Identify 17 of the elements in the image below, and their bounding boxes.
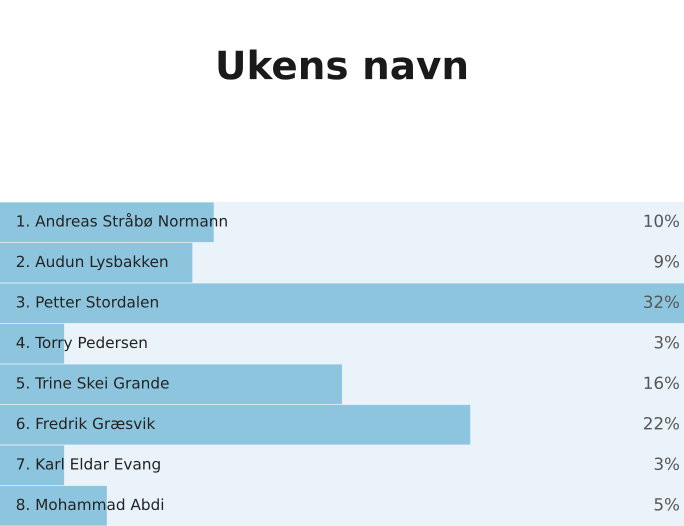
y-tick-label: 3. Petter Stordalen (16, 296, 158, 308)
data-label: 32% (644, 295, 679, 308)
y-tick-label: 1. Andreas Stråbø Normann (17, 213, 227, 228)
data-label: 5% (654, 498, 679, 511)
y-tick-label: 2. Audun Lysbakken (16, 255, 168, 270)
data-label: 10% (644, 214, 679, 228)
y-tick-label: 7. Karl Eldar Evang (16, 458, 160, 473)
y-tick-label: 6. Fredrik Græsvik (16, 417, 156, 430)
y-tick-label: 4. Torry Pedersen (16, 336, 147, 352)
data-label: 22% (644, 416, 679, 430)
data-label: 16% (644, 376, 679, 390)
data-label: 9% (654, 254, 679, 268)
y-tick-label: 8. Mohammad Abdi (16, 498, 164, 510)
data-label: 3% (654, 457, 679, 470)
data-label: 3% (654, 336, 679, 349)
chart-title: Ukens navn (218, 50, 466, 80)
y-tick-label: 5. Trine Skei Grande (16, 376, 169, 389)
